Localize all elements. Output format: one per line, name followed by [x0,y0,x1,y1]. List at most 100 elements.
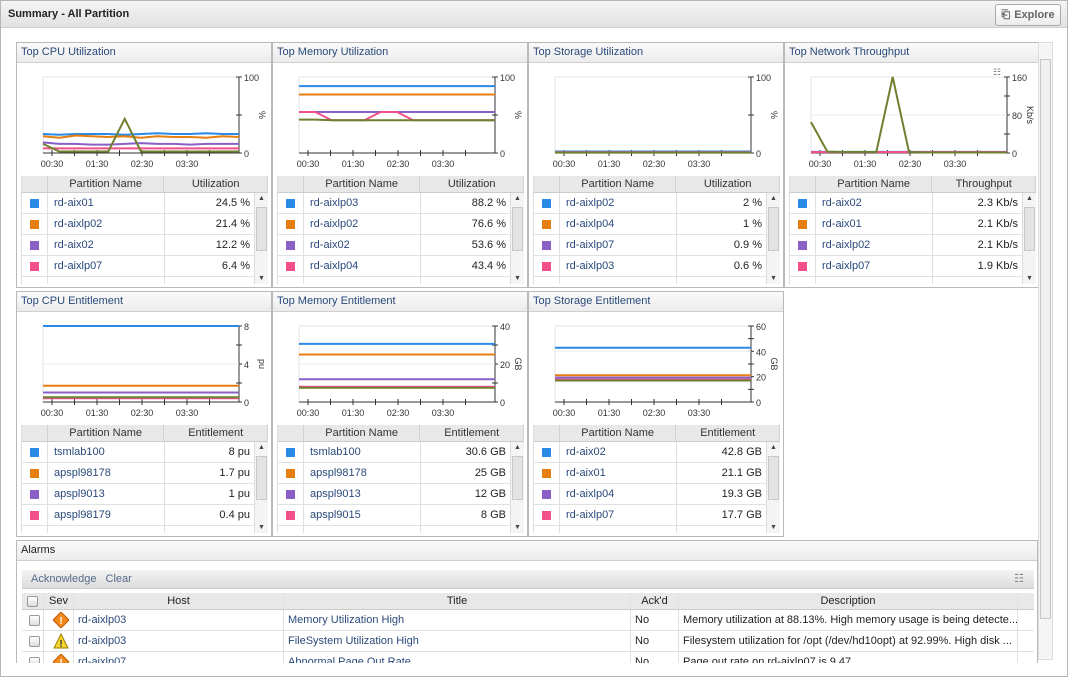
value-header[interactable]: Entitlement [676,425,780,441]
table-row[interactable]: rd-aix02 2.3 Kb/s [790,193,1036,214]
alarm-title[interactable]: Memory Utilization High [284,610,631,630]
alarm-host[interactable]: rd-aixlp07 [74,652,284,663]
table-row[interactable]: rd-aixlp02 21.4 % [22,214,268,235]
table-row[interactable] [534,277,780,284]
alarm-host[interactable]: rd-aixlp03 [74,610,284,630]
column-header[interactable]: Title [284,593,631,609]
table-row[interactable] [790,277,1036,284]
value-header[interactable]: Utilization [420,176,524,192]
table-row[interactable]: rd-aixlp07 6.4 % [22,256,268,277]
column-header[interactable]: Description [679,593,1018,609]
scroll-down-icon[interactable]: ▼ [1026,275,1033,282]
table-row[interactable] [22,277,268,284]
table-row[interactable]: rd-aix01 2.1 Kb/s [790,214,1036,235]
table-row[interactable]: apspl98178 25 GB [278,463,524,484]
partition-name-header[interactable]: Partition Name [816,176,933,192]
alarm-row[interactable]: ! rd-aixlp03 Memory Utilization High No Memo… [22,610,1034,631]
table-row[interactable]: rd-aixlp07 1.9 Kb/s [790,256,1036,277]
scroll-down-icon[interactable]: ▼ [514,275,521,282]
table-scrollbar[interactable]: ▲ ▼ [254,442,268,533]
select-all-checkbox[interactable] [22,593,44,609]
table-row[interactable]: tsmlab100 30.6 GB [278,442,524,463]
partition-name-header[interactable]: Partition Name [560,176,677,192]
alarm-title[interactable]: FileSystem Utilization High [284,631,631,651]
row-checkbox[interactable] [22,631,44,651]
table-row[interactable]: rd-aix02 12.2 % [22,235,268,256]
scroll-down-icon[interactable]: ▼ [770,275,777,282]
alarm-title[interactable]: Abnormal Page Out Rate [284,652,631,663]
table-row[interactable]: tsmlab100 8 pu [22,442,268,463]
chart-menu-icon[interactable]: ☷ [993,67,1001,77]
alarm-host[interactable]: rd-aixlp03 [74,631,284,651]
scroll-up-icon[interactable]: ▲ [770,444,777,451]
table-row[interactable] [278,526,524,533]
scroll-up-icon[interactable]: ▲ [514,444,521,451]
main-scrollbar[interactable] [1038,42,1053,660]
table-row[interactable] [22,526,268,533]
scroll-down-icon[interactable]: ▼ [514,524,521,531]
scroll-up-icon[interactable]: ▲ [770,195,777,202]
scroll-thumb[interactable] [512,207,523,251]
clear-button[interactable]: Clear [105,573,132,585]
column-menu-icon[interactable]: ☷ [1014,573,1024,585]
partition-name-header[interactable]: Partition Name [48,425,165,441]
table-row[interactable]: rd-aix01 21.1 GB [534,463,780,484]
table-row[interactable]: rd-aixlp04 1 % [534,214,780,235]
scroll-up-icon[interactable]: ▲ [258,195,265,202]
table-scrollbar[interactable]: ▲ ▼ [510,193,524,284]
scroll-down-icon[interactable]: ▼ [258,275,265,282]
scroll-thumb[interactable] [768,456,779,500]
table-row[interactable]: apspl98178 1.7 pu [22,463,268,484]
scroll-thumb[interactable] [256,207,267,251]
table-row[interactable]: rd-aixlp07 0.9 % [534,235,780,256]
value-header[interactable]: Entitlement [164,425,268,441]
partition-name-header[interactable]: Partition Name [304,425,421,441]
alarm-row[interactable]: ! rd-aixlp03 FileSystem Utilization High No… [22,631,1034,652]
table-row[interactable]: apspl9015 8 GB [278,505,524,526]
table-row[interactable] [278,277,524,284]
scroll-thumb[interactable] [768,207,779,251]
scroll-thumb[interactable] [1024,207,1035,251]
table-scrollbar[interactable]: ▲ ▼ [1022,193,1036,284]
scroll-up-icon[interactable]: ▲ [514,195,521,202]
table-scrollbar[interactable]: ▲ ▼ [766,193,780,284]
table-row[interactable]: apspl9013 12 GB [278,484,524,505]
table-row[interactable]: rd-aixlp02 76.6 % [278,214,524,235]
table-row[interactable]: rd-aixlp04 19.3 GB [534,484,780,505]
table-row[interactable]: rd-aix02 53.6 % [278,235,524,256]
partition-name-header[interactable]: Partition Name [48,176,165,192]
value-header[interactable]: Throughput [932,176,1036,192]
scroll-down-icon[interactable]: ▼ [258,524,265,531]
value-header[interactable]: Utilization [164,176,268,192]
row-checkbox[interactable] [22,652,44,663]
table-row[interactable]: rd-aixlp02 2.1 Kb/s [790,235,1036,256]
table-row[interactable]: apspl9013 1 pu [22,484,268,505]
column-header[interactable]: Sev [44,593,74,609]
table-scrollbar[interactable]: ▲ ▼ [254,193,268,284]
column-header[interactable]: Ack'd [631,593,679,609]
scroll-up-icon[interactable]: ▲ [258,444,265,451]
acknowledge-button[interactable]: Acknowledge [31,573,97,585]
scroll-thumb[interactable] [1040,59,1051,619]
table-scrollbar[interactable]: ▲ ▼ [766,442,780,533]
table-row[interactable]: rd-aixlp03 0.6 % [534,256,780,277]
scroll-up-icon[interactable]: ▲ [1026,195,1033,202]
scroll-down-icon[interactable]: ▼ [770,524,777,531]
table-scrollbar[interactable]: ▲ ▼ [510,442,524,533]
table-row[interactable]: rd-aixlp02 2 % [534,193,780,214]
explore-button[interactable]: ⎗ Explore [995,4,1061,26]
partition-name-header[interactable]: Partition Name [560,425,677,441]
row-checkbox[interactable] [22,610,44,630]
table-row[interactable]: rd-aix02 42.8 GB [534,442,780,463]
scroll-thumb[interactable] [256,456,267,500]
table-row[interactable]: rd-aixlp04 43.4 % [278,256,524,277]
scroll-thumb[interactable] [512,456,523,500]
table-row[interactable] [534,526,780,533]
table-row[interactable]: apspl98179 0.4 pu [22,505,268,526]
table-row[interactable]: rd-aixlp03 88.2 % [278,193,524,214]
value-header[interactable]: Entitlement [420,425,524,441]
column-header[interactable]: Host [74,593,284,609]
table-row[interactable]: rd-aixlp07 17.7 GB [534,505,780,526]
table-row[interactable]: rd-aix01 24.5 % [22,193,268,214]
